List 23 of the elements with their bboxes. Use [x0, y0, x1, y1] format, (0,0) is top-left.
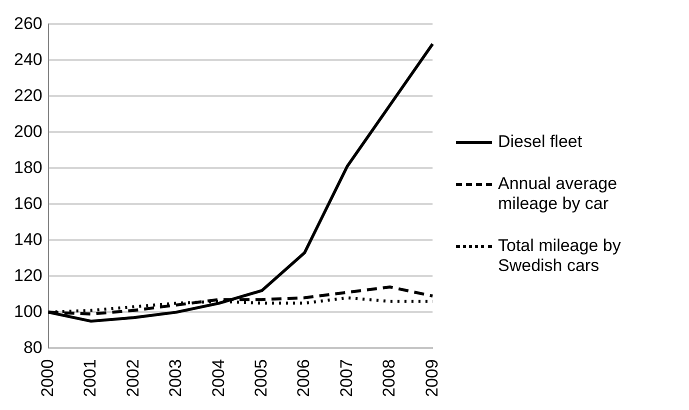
x-tick-label: 2005: [252, 359, 271, 398]
y-tick-label: 120: [14, 266, 42, 285]
x-tick-label: 2000: [38, 359, 58, 398]
x-tick-label: 2001: [80, 359, 100, 398]
y-tick-label: 140: [14, 230, 42, 249]
y-tick-label: 160: [14, 194, 42, 213]
y-tick-label: 100: [14, 302, 42, 321]
x-tick-label: 2002: [123, 359, 142, 398]
x-tick-label: 2009: [422, 359, 442, 398]
y-tick-label: 240: [14, 50, 42, 69]
y-tick-label: 220: [14, 86, 42, 105]
x-tick-label: 2006: [294, 359, 314, 398]
y-tick-label: 180: [14, 158, 42, 177]
legend-label: Annual average mileage by car: [498, 174, 618, 214]
x-tick-label: 2004: [208, 359, 228, 398]
legend-label: Diesel fleet: [498, 132, 582, 152]
y-tick-label: 200: [14, 122, 42, 141]
legend-label: Total mileage by Swedish cars: [498, 236, 622, 276]
x-tick-label: 2007: [336, 359, 356, 398]
x-tick-label: 2003: [166, 359, 186, 398]
y-tick-label: 260: [14, 14, 42, 33]
y-tick-label: 80: [23, 338, 42, 357]
x-tick-label: 2008: [380, 359, 399, 398]
